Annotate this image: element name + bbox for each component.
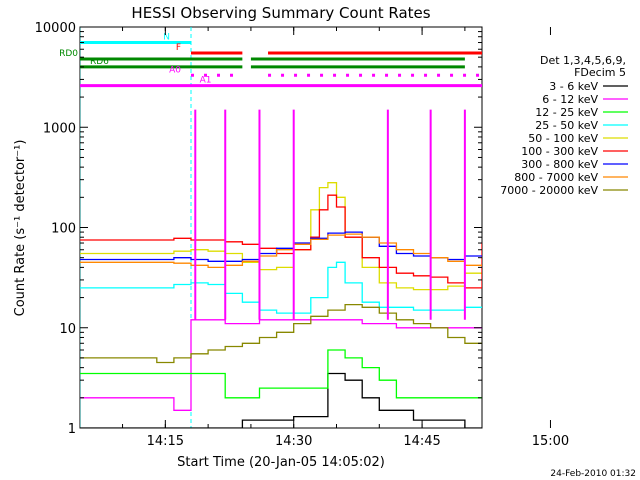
series-line-4 [80, 261, 482, 314]
legend-header: Det 1,3,4,5,6,9, [540, 54, 626, 67]
state-label-n: N [163, 33, 170, 43]
series-line-8 [80, 233, 482, 269]
x-tick-label: 14:45 [403, 434, 440, 449]
x-tick-label: 14:30 [275, 434, 312, 449]
plot-frame [79, 26, 483, 429]
legend-header: FDecim 5 [574, 66, 626, 79]
state-label-f: F [176, 43, 181, 53]
state-label-rd0: RD0 [59, 49, 78, 59]
x-axis-label: Start Time (20-Jan-05 14:05:02) [177, 455, 385, 470]
series-line-5 [80, 182, 482, 291]
legend-label: 100 - 300 keV [521, 145, 598, 158]
y-tick-label: 100 [51, 222, 76, 237]
legend-label: 12 - 25 keV [535, 106, 598, 119]
plot-area: NF RD6 A0 A1 RD0 [59, 27, 482, 428]
y-tick-label: 1000 [43, 121, 76, 136]
state-label-a0: A0 [169, 65, 181, 75]
x-tick-label: 14:15 [147, 434, 184, 449]
legend-label: 25 - 50 keV [535, 119, 598, 132]
series-line-7 [80, 231, 482, 262]
state-label-rd6: RD6 [90, 57, 109, 67]
footer-date: 24-Feb-2010 01:32 [550, 469, 636, 479]
y-tick-label: 10 [59, 322, 76, 337]
y-tick-label: 10000 [35, 21, 76, 36]
plot-content: NF RD6 A0 A1 [80, 27, 482, 428]
series-line-3 [80, 349, 482, 399]
series-line-2 [80, 319, 482, 411]
chart-title: HESSI Observing Summary Count Rates [131, 4, 430, 22]
legend-label: 3 - 6 keV [549, 80, 598, 93]
state-label-a1: A1 [200, 76, 212, 86]
legend-label: 6 - 12 keV [542, 93, 598, 106]
series-line-1 [80, 372, 482, 428]
y-axis-label: Count Rate (s⁻¹ detector⁻¹) [13, 140, 28, 317]
legend-label: 800 - 7000 keV [514, 171, 598, 184]
y-tick-label: 1 [68, 422, 76, 437]
series-line-9 [80, 303, 482, 364]
legend-label: 7000 - 20000 keV [500, 184, 598, 197]
x-tick-label: 15:00 [532, 434, 569, 449]
y-axis: 1 10 100 1000 10000 [35, 21, 482, 437]
legend-label: 50 - 100 keV [528, 132, 598, 145]
series-line-6 [80, 194, 482, 289]
legend-label: 300 - 800 keV [521, 158, 598, 171]
